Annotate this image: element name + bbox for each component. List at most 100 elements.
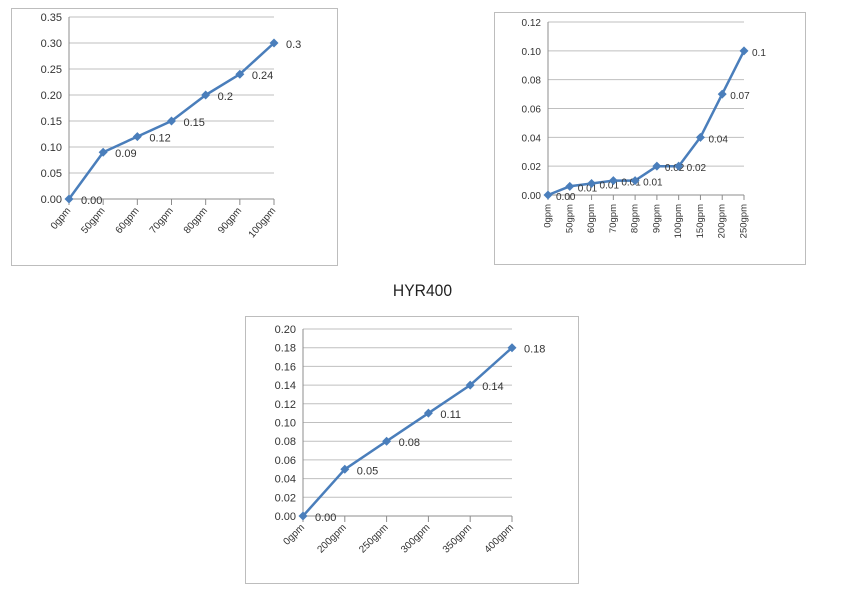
data-label: 0.02 — [687, 163, 707, 174]
data-label: 0.3 — [286, 39, 301, 51]
x-tick-label: 80gpm — [182, 206, 210, 236]
data-point — [98, 147, 108, 157]
x-tick-label: 150gpm — [695, 204, 706, 238]
x-tick-label: 400gpm — [483, 522, 516, 555]
data-label: 0.00 — [81, 195, 102, 207]
y-tick-label: 0.30 — [41, 38, 62, 50]
y-tick-label: 0.06 — [275, 455, 296, 467]
data-point — [608, 176, 618, 186]
chart-panel-3: 0.00 0.02 0.04 0.06 0.08 0.10 0.12 0.14 0.16 0.18… — [245, 316, 579, 584]
data-point — [674, 161, 684, 171]
y-tick-label: 0.00 — [522, 191, 542, 202]
data-point — [587, 178, 597, 188]
data-label: 0.08 — [399, 437, 420, 449]
data-point — [423, 408, 433, 418]
x-tick-label: 250gpm — [357, 522, 390, 555]
y-tick-label: 0.12 — [522, 18, 542, 29]
x-tick-label: 200gpm — [717, 204, 728, 238]
y-tick-label: 0.10 — [522, 47, 542, 58]
data-point — [507, 343, 517, 353]
data-label: 0.1 — [752, 48, 766, 59]
x-tick-label: 0gpm — [282, 522, 307, 547]
x-tick-label: 300gpm — [399, 522, 432, 555]
y-tick-label: 0.00 — [41, 194, 62, 206]
x-tick-label: 0gpm — [543, 204, 554, 228]
y-tick-label: 0.35 — [41, 12, 62, 24]
x-tick-label: 90gpm — [651, 204, 662, 233]
data-label: 0.05 — [357, 465, 378, 477]
y-tick-label: 0.10 — [41, 142, 62, 154]
chart-caption: HYR400 — [392, 281, 453, 300]
chart-panel-2: 0.00 0.02 0.04 0.06 0.08 0.10 0.12 0gpm 50gpm 60g… — [494, 12, 806, 265]
x-tick-label: 50gpm — [564, 204, 575, 233]
y-tick-label: 0.04 — [275, 474, 296, 486]
x-tick-label: 0gpm — [49, 206, 74, 232]
y-tick-label: 0.02 — [522, 162, 542, 173]
x-tick-label: 200gpm — [315, 522, 348, 555]
y-tick-label: 0.16 — [275, 361, 296, 373]
y-tick-label: 0.20 — [41, 90, 62, 102]
data-point — [739, 46, 749, 56]
series-line — [547, 50, 746, 197]
data-point — [652, 161, 662, 171]
data-label: 0.01 — [578, 183, 598, 194]
data-point — [695, 132, 705, 142]
data-label: 0.18 — [524, 344, 545, 356]
data-label: 0.12 — [149, 133, 170, 145]
data-point — [340, 464, 350, 474]
y-tick-label: 0.02 — [275, 492, 296, 504]
data-point — [382, 436, 392, 446]
data-point — [717, 89, 727, 99]
x-tick-label: 100gpm — [673, 204, 684, 238]
data-label: 0.07 — [730, 91, 750, 102]
x-tick-label: 60gpm — [586, 204, 597, 233]
data-label: 0.00 — [315, 512, 336, 524]
data-label: 0.02 — [665, 163, 685, 174]
x-tick-label: 70gpm — [148, 206, 176, 236]
y-tick-label: 0.15 — [41, 116, 62, 128]
x-tick-label: 70gpm — [608, 204, 619, 233]
x-tick-label: 350gpm — [441, 522, 474, 555]
data-point — [64, 194, 74, 204]
data-label: 0.01 — [600, 180, 620, 191]
data-label: 0.11 — [440, 409, 461, 421]
y-tick-label: 0.00 — [275, 511, 296, 523]
data-point — [298, 511, 308, 521]
line-chart-1: 0.00 0.05 0.10 0.15 0.20 0.25 0.30 0.35 0gpm 50gp… — [41, 12, 302, 241]
y-tick-label: 0.10 — [275, 418, 296, 430]
data-label: 0.04 — [708, 134, 728, 145]
data-label: 0.14 — [482, 381, 503, 393]
data-point — [565, 181, 575, 191]
data-point — [167, 116, 176, 126]
y-tick-label: 0.14 — [275, 380, 296, 392]
data-point — [132, 132, 142, 142]
data-point — [630, 176, 640, 186]
x-tick-label: 60gpm — [114, 206, 142, 236]
data-label: 0.24 — [252, 70, 273, 82]
data-point — [465, 380, 475, 390]
data-label: 0.2 — [218, 91, 233, 103]
y-tick-label: 0.08 — [522, 76, 542, 87]
y-tick-label: 0.05 — [41, 168, 62, 180]
x-tick-label: 90gpm — [216, 206, 244, 236]
x-tick-label: 250gpm — [739, 204, 750, 238]
data-point — [543, 190, 553, 200]
x-tick-label: 100gpm — [247, 206, 279, 241]
data-label: 0.01 — [621, 178, 641, 189]
x-tick-label: 80gpm — [630, 204, 641, 233]
y-tick-label: 0.12 — [275, 399, 296, 411]
y-tick-label: 0.06 — [522, 105, 542, 116]
data-label: 0.09 — [115, 148, 136, 160]
line-chart-3: 0.00 0.02 0.04 0.06 0.08 0.10 0.12 0.14 0.16 0.18… — [275, 324, 546, 556]
x-tick-label: 50gpm — [79, 206, 107, 236]
y-tick-label: 0.08 — [275, 436, 296, 448]
y-tick-label: 0.20 — [275, 324, 296, 336]
series-line — [302, 346, 513, 517]
data-label: 0.00 — [556, 192, 576, 203]
data-point — [235, 69, 245, 79]
y-tick-label: 0.04 — [522, 133, 542, 144]
data-label: 0.15 — [184, 117, 205, 129]
chart-panel-1: 0.00 0.05 0.10 0.15 0.20 0.25 0.30 0.35 0gpm 50gp… — [11, 8, 338, 266]
y-tick-label: 0.25 — [41, 64, 62, 76]
data-label: 0.01 — [643, 178, 663, 189]
